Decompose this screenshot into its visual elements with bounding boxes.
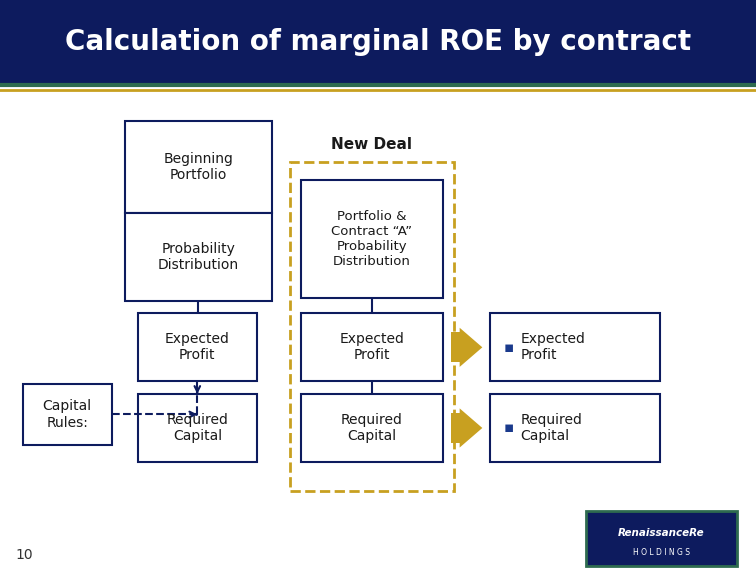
- Polygon shape: [460, 328, 482, 367]
- Text: Expected
Profit: Expected Profit: [339, 332, 404, 362]
- Text: Required
Capital: Required Capital: [166, 413, 228, 443]
- Text: Expected
Profit: Expected Profit: [165, 332, 230, 362]
- FancyBboxPatch shape: [125, 121, 272, 213]
- FancyBboxPatch shape: [301, 313, 443, 381]
- Text: ▪: ▪: [503, 340, 514, 355]
- FancyBboxPatch shape: [23, 384, 112, 445]
- Text: Required
Capital: Required Capital: [341, 413, 403, 443]
- Polygon shape: [451, 332, 460, 362]
- FancyBboxPatch shape: [0, 0, 756, 84]
- Text: Calculation of marginal ROE by contract: Calculation of marginal ROE by contract: [65, 28, 691, 56]
- Text: Capital
Rules:: Capital Rules:: [43, 399, 91, 430]
- Text: RenaissanceRe: RenaissanceRe: [618, 528, 705, 538]
- FancyBboxPatch shape: [138, 313, 257, 381]
- FancyBboxPatch shape: [125, 213, 272, 301]
- Polygon shape: [451, 413, 460, 443]
- Text: Expected
Profit: Expected Profit: [520, 332, 585, 362]
- FancyBboxPatch shape: [586, 511, 737, 566]
- Text: 10: 10: [15, 548, 33, 562]
- FancyBboxPatch shape: [490, 394, 660, 462]
- Text: Beginning
Portfolio: Beginning Portfolio: [163, 152, 234, 182]
- Text: ▪: ▪: [503, 420, 514, 435]
- Text: Required
Capital: Required Capital: [520, 413, 582, 443]
- FancyBboxPatch shape: [301, 394, 443, 462]
- FancyBboxPatch shape: [301, 180, 443, 298]
- Text: Portfolio &
Contract “A”
Probability
Distribution: Portfolio & Contract “A” Probability Dis…: [331, 210, 413, 268]
- Text: H O L D I N G S: H O L D I N G S: [633, 548, 690, 558]
- Text: New Deal: New Deal: [331, 137, 413, 152]
- Polygon shape: [460, 408, 482, 448]
- FancyBboxPatch shape: [138, 394, 257, 462]
- Text: Probability
Distribution: Probability Distribution: [158, 241, 239, 272]
- FancyBboxPatch shape: [490, 313, 660, 381]
